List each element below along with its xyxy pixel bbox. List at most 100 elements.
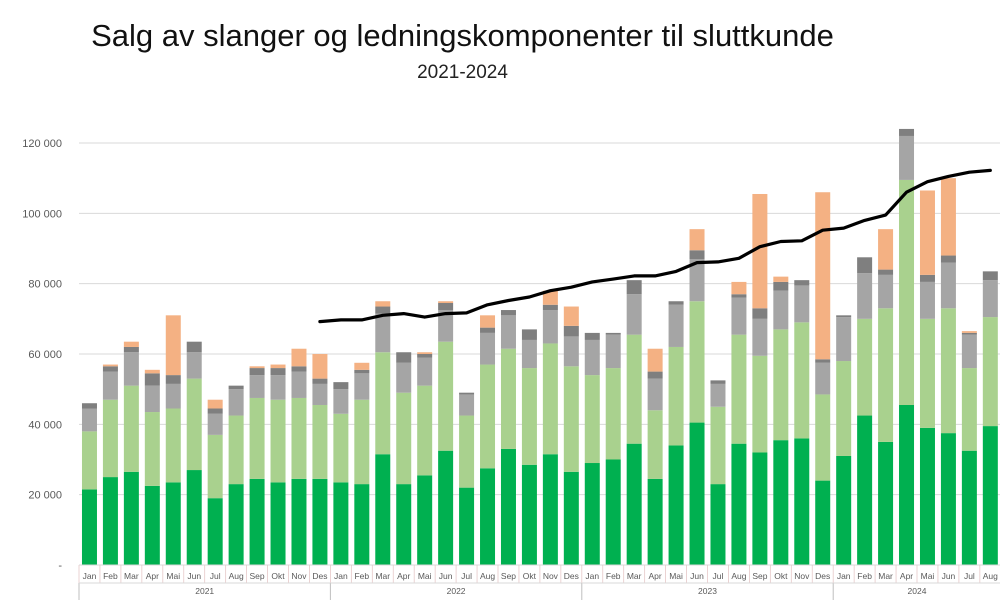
x-tick-label: Feb bbox=[354, 571, 369, 581]
bar-segment-3 bbox=[165, 383, 181, 409]
x-tick-label: Jul bbox=[713, 571, 724, 581]
bar-segment-4 bbox=[731, 294, 747, 298]
bar-segment-5 bbox=[542, 290, 558, 305]
bar-segment-1 bbox=[710, 484, 726, 565]
year-label: 2022 bbox=[447, 586, 466, 596]
bar-segment-4 bbox=[878, 269, 894, 275]
bar-segment-1 bbox=[836, 455, 852, 565]
bar-segment-1 bbox=[815, 480, 831, 565]
year-label: 2021 bbox=[195, 586, 214, 596]
bar-segment-5 bbox=[144, 369, 160, 374]
bar-segment-1 bbox=[940, 433, 956, 565]
bar-segment-2 bbox=[815, 394, 831, 481]
bar-segment-4 bbox=[396, 352, 412, 363]
bar-segment-2 bbox=[878, 308, 894, 442]
bar-segment-2 bbox=[794, 322, 810, 439]
x-tick-label: Mar bbox=[375, 571, 390, 581]
bar-segment-5 bbox=[270, 364, 286, 369]
bar-segment-3 bbox=[144, 385, 160, 413]
bar-segment-2 bbox=[542, 343, 558, 455]
bar-segment-5 bbox=[815, 192, 831, 360]
bar-segment-3 bbox=[521, 339, 537, 369]
bar-segment-2 bbox=[228, 415, 244, 485]
bar-segment-2 bbox=[500, 348, 516, 449]
bar-segment-4 bbox=[836, 315, 852, 318]
bar-segment-2 bbox=[919, 318, 935, 428]
bar-segment-1 bbox=[919, 427, 935, 565]
bar-segment-4 bbox=[81, 403, 97, 409]
bar-segment-2 bbox=[626, 334, 642, 444]
bar-segment-1 bbox=[752, 452, 768, 565]
bar-segment-4 bbox=[815, 359, 831, 363]
bar-segment-2 bbox=[710, 406, 726, 485]
y-tick-label: 120 000 bbox=[22, 138, 62, 150]
bar-segment-4 bbox=[773, 281, 789, 291]
bar-segment-3 bbox=[961, 334, 977, 369]
bar-segment-2 bbox=[375, 352, 391, 455]
bar-segment-5 bbox=[961, 331, 977, 333]
bar-segment-1 bbox=[228, 484, 244, 565]
bar-segment-3 bbox=[668, 304, 684, 347]
bar-segment-3 bbox=[375, 313, 391, 353]
x-tick-label: Nov bbox=[543, 571, 559, 581]
x-tick-label: Jan bbox=[837, 571, 851, 581]
bar-segment-1 bbox=[878, 441, 894, 565]
bar-segment-3 bbox=[878, 274, 894, 309]
bar-segment-5 bbox=[940, 178, 956, 256]
bar-segment-2 bbox=[982, 317, 998, 427]
bar-segment-1 bbox=[270, 482, 286, 565]
bar-segment-5 bbox=[207, 399, 223, 409]
bar-segment-2 bbox=[249, 397, 265, 479]
bar-segment-1 bbox=[857, 415, 873, 565]
x-tick-label: Jan bbox=[83, 571, 97, 581]
bar-segment-2 bbox=[752, 355, 768, 453]
x-tick-label: Jul bbox=[964, 571, 975, 581]
bar-segment-1 bbox=[773, 440, 789, 565]
chart-subtitle: 2021-2024 bbox=[417, 62, 508, 83]
bar-segment-3 bbox=[417, 357, 433, 386]
bar-segment-3 bbox=[249, 375, 265, 398]
year-label: 2024 bbox=[908, 586, 927, 596]
bar-segment-3 bbox=[710, 383, 726, 407]
bar-segment-2 bbox=[899, 179, 915, 405]
bar-segment-4 bbox=[521, 329, 537, 340]
bar-segment-4 bbox=[584, 332, 600, 340]
bar-segment-3 bbox=[459, 394, 475, 416]
bar-segment-1 bbox=[417, 475, 433, 565]
x-tick-label: Feb bbox=[857, 571, 872, 581]
bar-segment-1 bbox=[542, 454, 558, 565]
bar-segment-5 bbox=[480, 315, 496, 328]
bar-segment-4 bbox=[207, 408, 223, 414]
bar-segment-2 bbox=[689, 301, 705, 423]
x-tick-label: Nov bbox=[794, 571, 810, 581]
x-tick-label: Jun bbox=[187, 571, 201, 581]
bar-segment-4 bbox=[605, 332, 621, 335]
bar-segment-5 bbox=[919, 190, 935, 275]
year-label: 2023 bbox=[698, 586, 717, 596]
x-tick-label: Jan bbox=[334, 571, 348, 581]
bar-segment-4 bbox=[542, 304, 558, 311]
bar-segment-5 bbox=[563, 306, 579, 326]
bar-segment-1 bbox=[123, 471, 139, 565]
bar-segment-1 bbox=[605, 459, 621, 565]
bar-segment-3 bbox=[312, 383, 328, 405]
bar-segment-3 bbox=[207, 413, 223, 435]
bar-segment-4 bbox=[982, 271, 998, 281]
bar-segment-2 bbox=[647, 410, 663, 479]
bar-segment-5 bbox=[312, 354, 328, 379]
bar-segment-1 bbox=[333, 482, 349, 565]
bar-segment-1 bbox=[312, 478, 328, 565]
x-tick-label: Aug bbox=[983, 571, 998, 581]
bar-segment-3 bbox=[500, 315, 516, 349]
bar-segment-1 bbox=[165, 482, 181, 565]
x-tick-label: Okt bbox=[271, 571, 285, 581]
bar-segment-4 bbox=[626, 280, 642, 295]
bar-segment-1 bbox=[961, 450, 977, 565]
bar-segment-1 bbox=[249, 478, 265, 565]
bar-segment-3 bbox=[940, 262, 956, 309]
bar-segment-4 bbox=[961, 332, 977, 335]
bar-segment-4 bbox=[249, 368, 265, 376]
bar-segment-4 bbox=[375, 306, 391, 314]
bar-segment-1 bbox=[396, 484, 412, 565]
bar-segment-3 bbox=[123, 352, 139, 386]
